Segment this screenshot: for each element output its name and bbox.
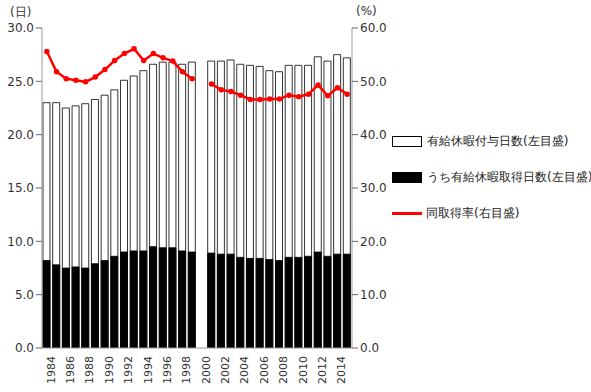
html-text:(日): (日) [10, 5, 32, 19]
svg-text:30.0: 30.0 [8, 21, 34, 35]
svg-text:2002: 2002 [219, 356, 232, 384]
svg-text:20.0: 20.0 [8, 128, 34, 142]
svg-text:1986: 1986 [64, 356, 77, 384]
svg-text:2008: 2008 [277, 356, 290, 384]
svg-text:0.0: 0.0 [15, 341, 34, 355]
svg-text:1996: 1996 [161, 356, 174, 384]
svg-text:5.0: 5.0 [15, 288, 34, 302]
svg-text:25.0: 25.0 [8, 75, 34, 89]
svg-text:30.0: 30.0 [360, 181, 387, 195]
svg-text:1984: 1984 [45, 356, 58, 384]
svg-text:2000: 2000 [200, 356, 213, 384]
svg-text:15.0: 15.0 [8, 181, 34, 195]
svg-text:1990: 1990 [103, 356, 116, 384]
svg-text:10.0: 10.0 [360, 288, 387, 302]
svg-text:2004: 2004 [238, 356, 251, 384]
svg-text:20.0: 20.0 [360, 235, 387, 249]
html-text:同取得率(右目盛): 同取得率(右目盛) [426, 205, 520, 220]
svg-text:2012: 2012 [316, 356, 329, 384]
svg-text:1992: 1992 [122, 356, 135, 384]
svg-text:2014: 2014 [335, 356, 348, 384]
svg-text:50.0: 50.0 [360, 75, 387, 89]
svg-text:40.0: 40.0 [360, 128, 387, 142]
svg-text:1994: 1994 [142, 356, 155, 384]
svg-text:1998: 1998 [180, 356, 193, 384]
svg-text:0.0: 0.0 [360, 341, 379, 355]
svg-text:1988: 1988 [83, 356, 96, 384]
svg-text:2010: 2010 [297, 356, 310, 384]
html-text:有給休暇付与日数(左目盛): 有給休暇付与日数(左目盛) [427, 133, 569, 148]
svg-text:10.0: 10.0 [8, 235, 34, 249]
svg-text:2006: 2006 [258, 356, 271, 384]
svg-text:60.0: 60.0 [360, 21, 387, 35]
